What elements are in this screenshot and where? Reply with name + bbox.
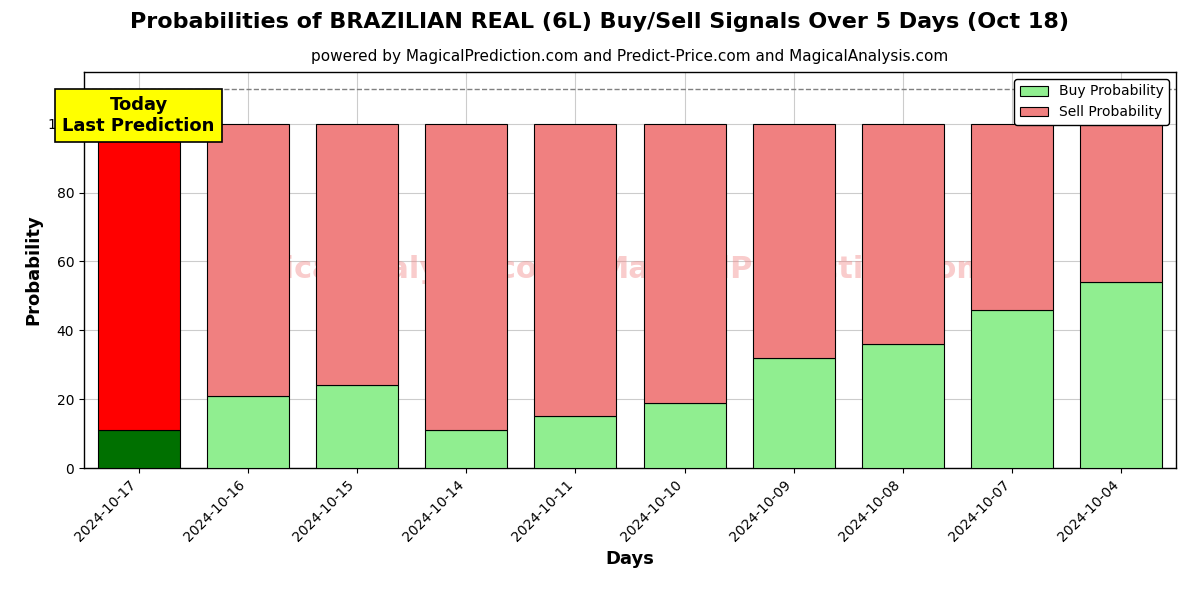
Bar: [862, 344, 944, 468]
Text: MagicalAnalysis.com: MagicalAnalysis.com: [211, 256, 569, 284]
Y-axis label: Probability: Probability: [24, 215, 42, 325]
Bar: [206, 124, 289, 395]
Bar: [316, 385, 398, 468]
Bar: [97, 430, 180, 468]
Bar: [316, 124, 398, 385]
Text: Probabilities of BRAZILIAN REAL (6L) Buy/Sell Signals Over 5 Days (Oct 18): Probabilities of BRAZILIAN REAL (6L) Buy…: [131, 12, 1069, 32]
Title: powered by MagicalPrediction.com and Predict-Price.com and MagicalAnalysis.com: powered by MagicalPrediction.com and Pre…: [311, 49, 949, 64]
Bar: [971, 124, 1054, 310]
Bar: [643, 403, 726, 468]
Bar: [425, 124, 508, 430]
X-axis label: Days: Days: [606, 550, 654, 568]
Bar: [971, 310, 1054, 468]
Legend: Buy Probability, Sell Probability: Buy Probability, Sell Probability: [1014, 79, 1169, 125]
Bar: [206, 395, 289, 468]
Bar: [862, 124, 944, 344]
Bar: [534, 124, 617, 416]
Bar: [97, 124, 180, 430]
Bar: [752, 124, 835, 358]
Bar: [534, 416, 617, 468]
Text: MagicalPrediction.com: MagicalPrediction.com: [599, 256, 989, 284]
Text: Today
Last Prediction: Today Last Prediction: [62, 96, 215, 135]
Bar: [1080, 124, 1163, 282]
Bar: [1080, 282, 1163, 468]
Bar: [752, 358, 835, 468]
Bar: [425, 430, 508, 468]
Bar: [643, 124, 726, 403]
